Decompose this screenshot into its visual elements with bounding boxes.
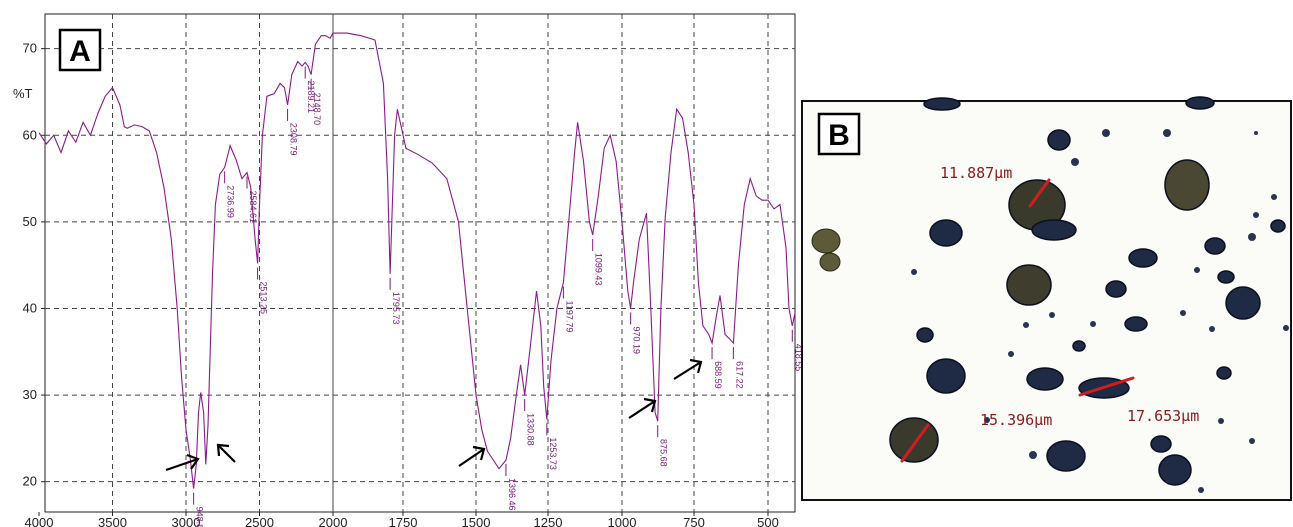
measurement-label-2: 15.396μm — [980, 411, 1052, 429]
spectrum-line — [38, 32, 796, 489]
peak-label: 1197.79 — [564, 300, 574, 332]
x-tick-label: 750 — [683, 515, 705, 527]
y-axis-ticks: 20 30 40 50 60 70 — [23, 41, 45, 489]
measurement-label-1: 11.887μm — [940, 164, 1012, 182]
measurement-label-3: 17.653μm — [1127, 407, 1199, 425]
peak-labels: 948.86 2736.99 2584.61 2513.25 2308.79 2189.2… — [193, 66, 803, 527]
x-tick-label: 1500 — [462, 515, 491, 527]
peak-label: 2584.61 — [248, 190, 258, 223]
y-axis-label: %T — [13, 86, 33, 101]
micrograph-frame — [801, 100, 1292, 501]
peak-label: 1330.88 — [526, 413, 536, 446]
peak-label: 418.55 — [793, 344, 803, 372]
peak-label: 1396.46 — [507, 478, 517, 511]
peak-label: 688.59 — [713, 361, 723, 389]
panel-b-label-box — [817, 112, 861, 156]
x-tick-label: 1750 — [389, 515, 418, 527]
x-axis-ticks: 4000 3500 3000 2500 2000 1750 1500 1250 1000 750 5… — [25, 512, 779, 527]
peak-label: 970.19 — [632, 326, 642, 354]
peak-label: 2189.21 — [306, 81, 316, 114]
panel-a: 4000 3500 3000 2500 2000 1750 1500 1250 1000 750 5… — [13, 13, 803, 527]
y-tick-label: 20 — [23, 474, 37, 489]
peak-label: 948.86 — [195, 507, 205, 527]
peak-label: 1099.43 — [594, 253, 604, 286]
y-tick-label: 30 — [23, 387, 37, 402]
x-tick-label: 1250 — [534, 515, 563, 527]
x-tick-label: 3500 — [98, 515, 127, 527]
peak-label: 1795.73 — [391, 292, 401, 325]
peak-label: 2308.79 — [289, 123, 299, 156]
x-tick-label: 500 — [757, 515, 779, 527]
arrow-icon-2 — [216, 443, 236, 463]
x-tick-label: 3000 — [172, 515, 201, 527]
x-tick-label: 2500 — [245, 515, 274, 527]
y-tick-label: 40 — [23, 300, 37, 315]
y-tick-label: 50 — [23, 214, 37, 229]
x-tick-label: 1000 — [608, 515, 637, 527]
peak-label: 2736.99 — [226, 185, 236, 218]
arrow-icon-4 — [628, 397, 657, 419]
peak-label: 2513.25 — [259, 281, 269, 314]
panel-a-label-box — [58, 28, 102, 72]
plot-frame — [44, 13, 796, 513]
arrow-icon-1 — [165, 453, 200, 472]
peak-label: 875.68 — [659, 439, 669, 467]
x-tick-label: 4000 — [25, 515, 54, 527]
arrow-icon-5 — [673, 358, 703, 380]
peak-label: 1253.73 — [548, 437, 558, 470]
panel-a-label: A — [69, 35, 91, 68]
y-tick-label: 70 — [23, 41, 37, 56]
peak-label: 2148.70 — [312, 93, 322, 126]
peak-label: 617.22 — [734, 361, 744, 389]
arrow-icon-3 — [458, 445, 486, 467]
y-tick-label: 60 — [23, 127, 37, 142]
x-tick-label: 2000 — [319, 515, 348, 527]
panel-b-label: B — [828, 119, 850, 152]
micrograph-image — [811, 96, 1289, 493]
panel-b: 11.887μm 15.396μm 17.653μm B — [801, 96, 1292, 501]
